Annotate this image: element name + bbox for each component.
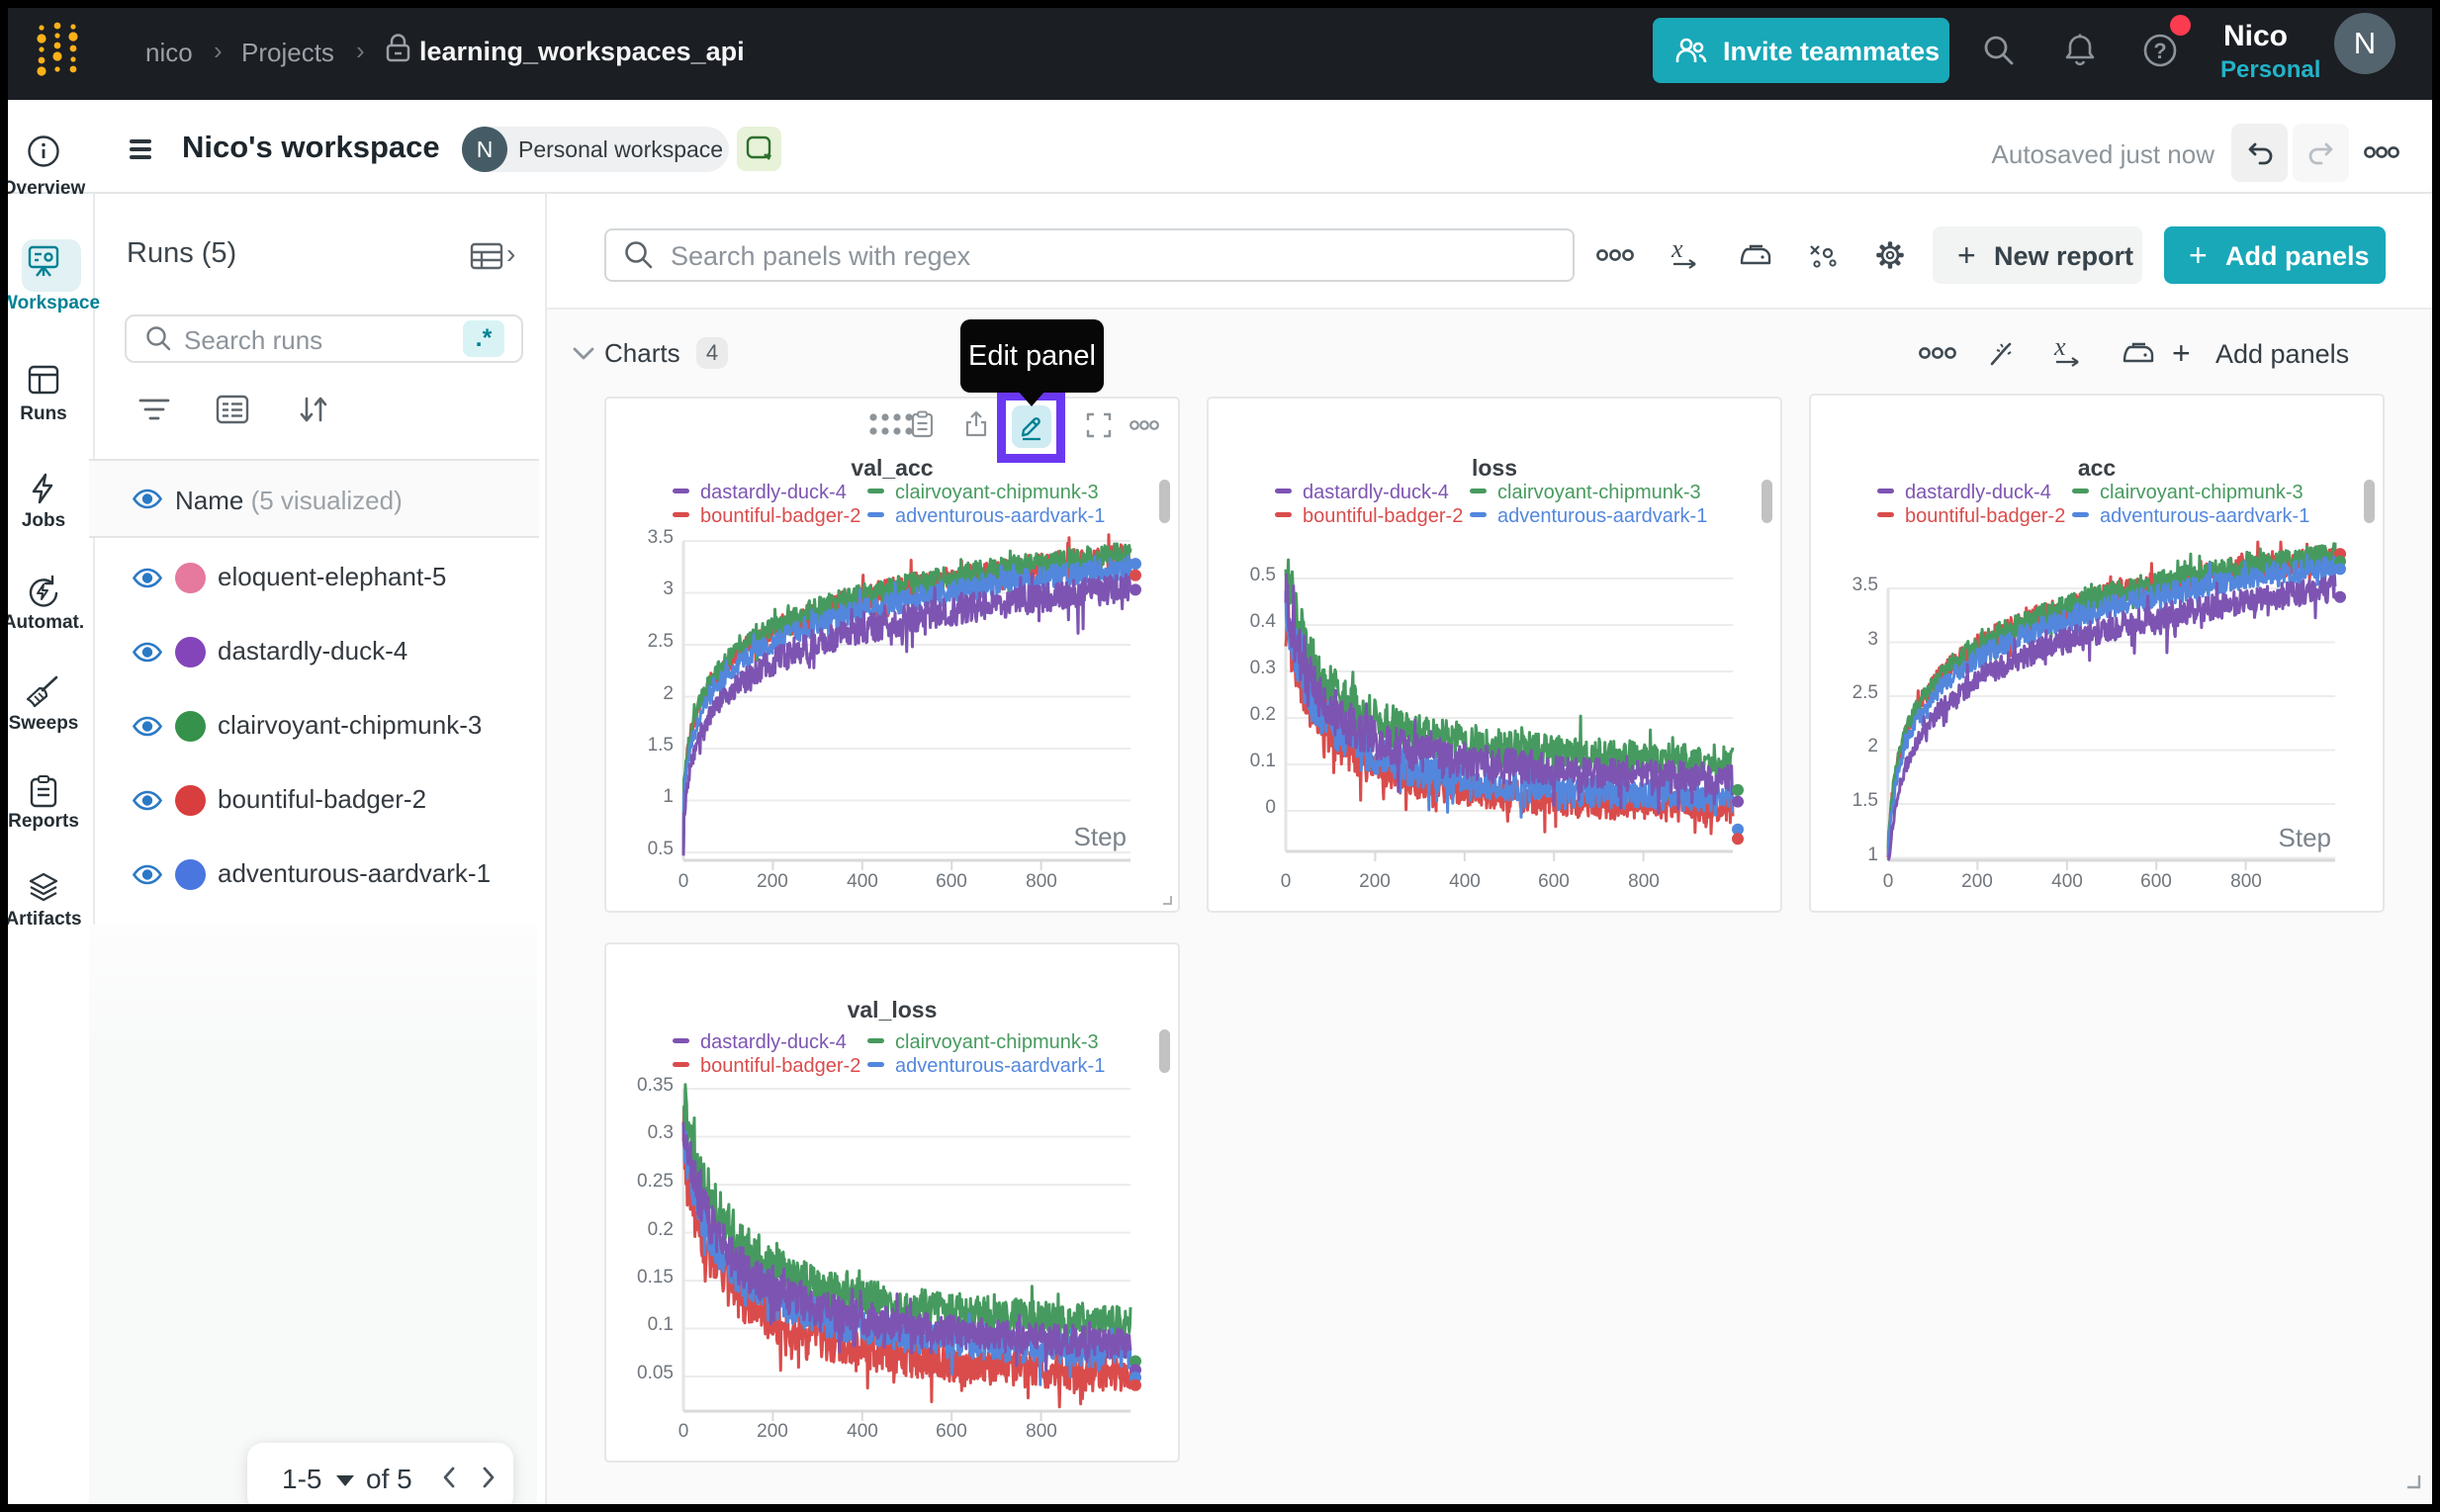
svg-text:x: x xyxy=(1671,237,1683,263)
svg-text:x: x xyxy=(2053,335,2066,361)
svg-text:?: ? xyxy=(2153,39,2166,63)
